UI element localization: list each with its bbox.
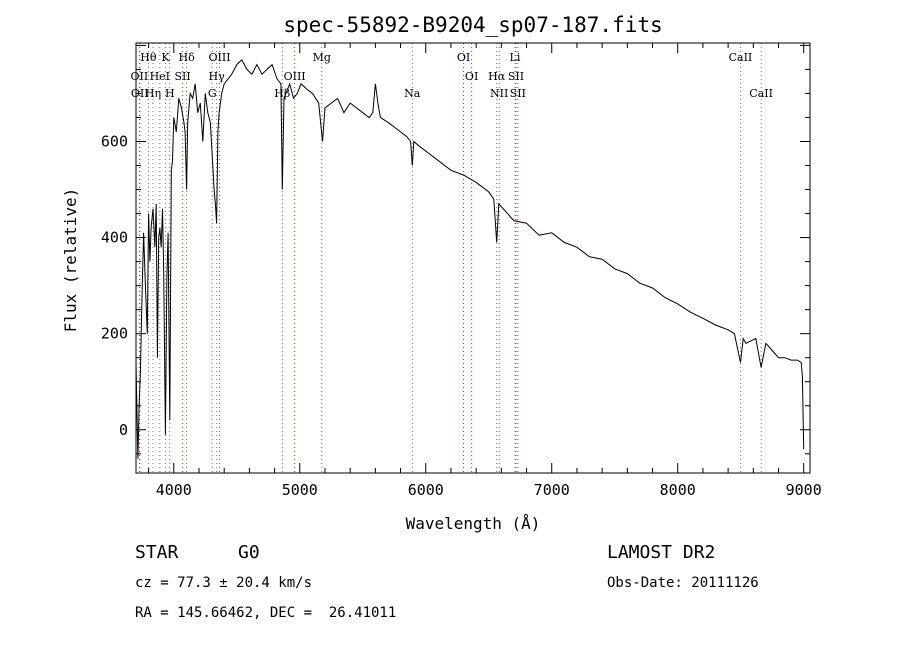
spectral-line-label: OI: [457, 51, 470, 64]
y-tick-label: 200: [101, 325, 128, 343]
spectral-line-label: Hβ: [274, 87, 290, 100]
y-tick-label: 0: [119, 421, 128, 439]
object-class: STAR: [135, 542, 179, 563]
spectral-line-label: OII: [131, 70, 149, 83]
y-axis-ticks: 0 200 400 600: [101, 44, 810, 455]
spectral-line-label: OIII: [284, 70, 306, 83]
x-tick-label: 4000: [156, 481, 192, 499]
spectral-line-label: Hα: [488, 70, 506, 83]
y-axis-label: Flux (relative): [61, 188, 80, 333]
spectral-line-label: K: [161, 51, 170, 64]
spectral-line-label: SII: [508, 70, 524, 83]
chart-title: spec-55892-B9204_sp07-187.fits: [283, 13, 662, 37]
spectral-line-label: Hγ: [209, 70, 226, 83]
x-tick-label: 8000: [660, 481, 696, 499]
spectral-line-label: Li: [510, 51, 521, 64]
x-tick-label: 5000: [282, 481, 318, 499]
x-tick-label: 9000: [786, 481, 822, 499]
y-tick-label: 600: [101, 132, 128, 150]
spectral-line-label: SII: [174, 70, 190, 83]
obs-date-text: Obs-Date: 20111126: [607, 575, 759, 591]
spectral-line-label: Hη: [145, 87, 161, 100]
x-axis-label: Wavelength (Å): [406, 514, 541, 533]
spectral-line-label: OIII: [208, 51, 230, 64]
x-tick-label: 6000: [408, 481, 444, 499]
x-axis-ticks: 4000 5000 6000 7000 8000 9000: [148, 43, 822, 499]
spectral-line-label: Hθ: [140, 51, 157, 64]
redshift-text: cz = 77.3 ± 20.4 km/s: [135, 575, 313, 591]
x-tick-label: 7000: [534, 481, 570, 499]
spectral-line-label: SII: [510, 87, 526, 100]
spectral-line-label: Na: [404, 87, 421, 100]
spectral-line-label: Mg: [313, 51, 331, 64]
object-subclass: G0: [238, 542, 260, 563]
spectral-line-label: HeI: [150, 70, 170, 83]
spectral-line-label: Hδ: [179, 51, 196, 64]
spectral-line-label: G: [208, 87, 217, 100]
spectral-line-label: CaII: [729, 51, 753, 64]
spectral-line-label: NII: [490, 87, 508, 100]
plot-frame: [135, 42, 811, 474]
spectral-line-label: OI: [465, 70, 478, 83]
spectral-line-label: CaII: [749, 87, 773, 100]
spectral-line-label: H: [165, 87, 175, 100]
spectrum-line: [135, 58, 805, 459]
survey-name: LAMOST DR2: [607, 542, 716, 563]
y-tick-label: 400: [101, 229, 128, 247]
spectral-line-markers: [138, 43, 762, 473]
coordinates-text: RA = 145.66462, DEC = 26.41011: [135, 605, 397, 621]
